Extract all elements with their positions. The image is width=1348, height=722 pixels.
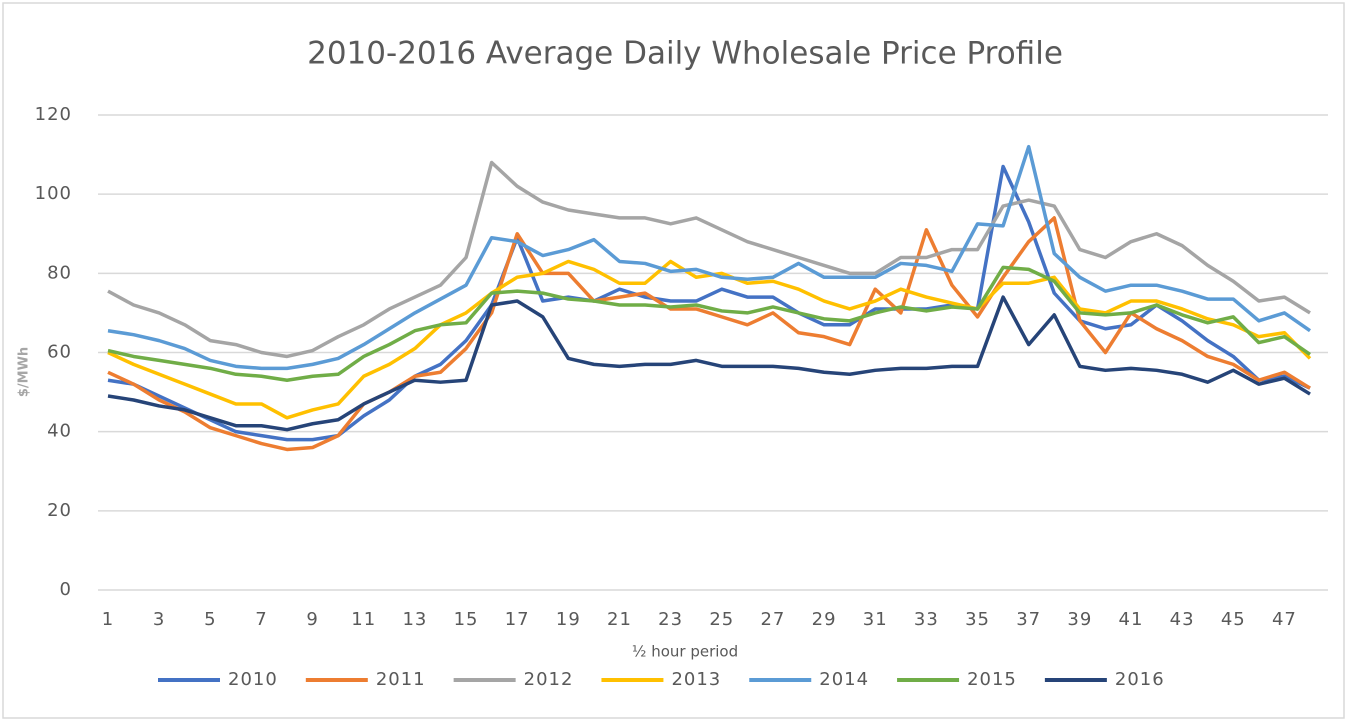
legend-label: 2015 [967,669,1017,690]
x-tick-label: 23 [658,609,683,630]
x-tick-label: 11 [351,609,376,630]
legend-label: 2011 [376,669,426,690]
x-tick-label: 37 [1016,609,1041,630]
series-line [107,164,1311,442]
x-tick-label: 35 [965,609,990,630]
x-tick-label: 15 [454,609,479,630]
x-tick-label: 33 [914,609,939,630]
series-line [107,265,1312,382]
series-line [107,144,1312,371]
y-tick-label: 100 [35,183,72,204]
chart-title: 2010-2016 Average Daily Wholesale Price … [307,36,1063,72]
x-tick-label: 9 [306,609,318,630]
series-line [107,295,1311,432]
x-tick-label: 19 [556,609,581,630]
y-tick-label: 20 [47,500,72,521]
x-tick-label: 27 [760,609,785,630]
x-tick-label: 31 [863,609,888,630]
series-line [107,160,1311,359]
legend-label: 2013 [671,669,721,690]
y-tick-label: 120 [35,104,72,125]
x-tick-label: 43 [1170,609,1195,630]
series-line [107,216,1311,452]
y-tick-label: 0 [60,579,72,600]
x-tick-label: 45 [1221,609,1246,630]
legend-label: 2014 [819,669,869,690]
x-axis-label: ½ hour period [632,643,738,661]
x-tick-label: 17 [505,609,530,630]
x-tick-label: 29 [812,609,837,630]
legend-label: 2012 [524,669,574,690]
y-tick-label: 40 [47,421,72,442]
x-tick-label: 5 [204,609,216,630]
x-tick-label: 39 [1067,609,1092,630]
series-line [107,259,1312,420]
legend-label: 2016 [1115,669,1165,690]
x-tick-label: 3 [153,609,165,630]
x-tick-label: 1 [102,609,114,630]
x-tick-label: 7 [255,609,267,630]
x-tick-label: 13 [402,609,427,630]
x-tick-label: 21 [607,609,632,630]
y-tick-label: 60 [47,342,72,363]
y-tick-label: 80 [47,262,72,283]
y-axis-label: $/MWh [17,347,32,397]
legend-label: 2010 [228,669,278,690]
x-tick-label: 25 [709,609,734,630]
x-tick-label: 41 [1119,609,1144,630]
x-tick-label: 47 [1272,609,1297,630]
